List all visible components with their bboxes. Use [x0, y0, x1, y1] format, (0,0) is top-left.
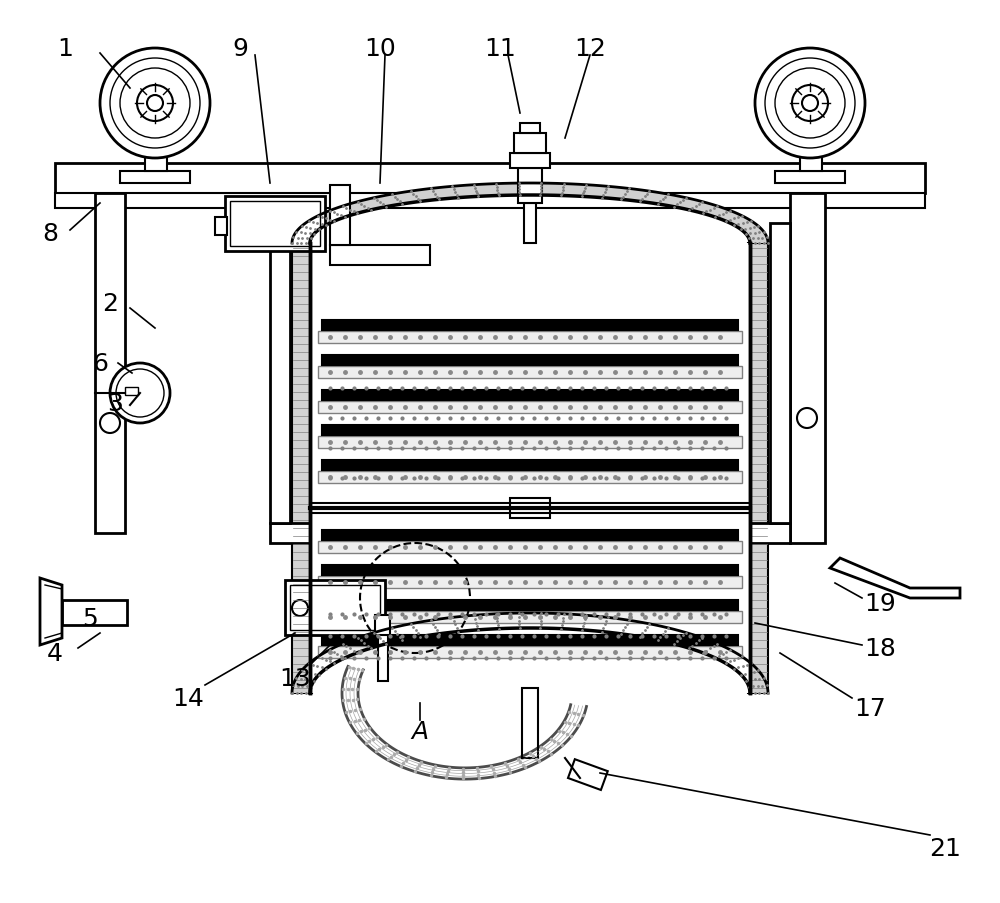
Bar: [522, 688, 538, 759]
Bar: [55, 194, 925, 209]
Text: 17: 17: [854, 696, 886, 721]
Bar: [378, 631, 388, 681]
Bar: [318, 402, 742, 414]
Bar: [320, 473, 740, 483]
Circle shape: [755, 49, 865, 159]
Circle shape: [802, 96, 818, 112]
Bar: [322, 356, 738, 366]
Bar: [120, 172, 190, 184]
Text: 14: 14: [172, 686, 204, 711]
Bar: [310, 244, 750, 694]
Bar: [290, 585, 380, 630]
Bar: [230, 201, 320, 247]
Bar: [322, 321, 738, 330]
Circle shape: [797, 408, 817, 429]
Bar: [318, 436, 742, 449]
Text: 4: 4: [47, 641, 63, 666]
Text: 12: 12: [574, 37, 606, 61]
Text: 13: 13: [279, 666, 311, 690]
Bar: [125, 387, 138, 396]
Bar: [270, 524, 310, 544]
Text: 2: 2: [102, 292, 118, 316]
Bar: [375, 615, 390, 636]
Bar: [55, 163, 925, 194]
Text: 1: 1: [57, 37, 73, 61]
Bar: [318, 576, 742, 589]
Bar: [285, 581, 385, 636]
Bar: [800, 157, 822, 172]
Bar: [325, 600, 735, 609]
Bar: [320, 414, 740, 424]
Bar: [318, 331, 742, 344]
Bar: [318, 542, 742, 554]
Text: A: A: [411, 719, 429, 743]
Bar: [520, 124, 540, 134]
Bar: [320, 384, 740, 394]
Polygon shape: [40, 578, 62, 646]
Bar: [325, 434, 735, 442]
Bar: [322, 530, 738, 540]
Bar: [270, 224, 290, 524]
Text: 18: 18: [864, 637, 896, 660]
Bar: [790, 194, 825, 544]
Bar: [215, 218, 227, 236]
Bar: [322, 636, 738, 646]
Text: 3: 3: [107, 392, 123, 415]
Bar: [325, 405, 735, 413]
Bar: [330, 186, 350, 246]
Bar: [292, 244, 312, 694]
Bar: [325, 464, 735, 472]
Circle shape: [147, 96, 163, 112]
Polygon shape: [830, 558, 960, 599]
Bar: [748, 244, 768, 694]
Bar: [325, 622, 735, 630]
Polygon shape: [292, 184, 768, 244]
Bar: [518, 169, 542, 204]
Bar: [514, 134, 546, 154]
Circle shape: [292, 600, 308, 617]
Text: 21: 21: [929, 836, 961, 860]
Bar: [320, 631, 740, 641]
Bar: [325, 375, 735, 383]
Bar: [318, 367, 742, 378]
Bar: [322, 461, 738, 470]
Circle shape: [110, 364, 170, 424]
Text: 5: 5: [82, 606, 98, 630]
Bar: [322, 600, 738, 610]
Bar: [510, 154, 550, 169]
Bar: [145, 157, 167, 172]
Bar: [568, 759, 608, 790]
Bar: [510, 498, 550, 518]
Bar: [322, 425, 738, 435]
Bar: [770, 224, 790, 524]
Bar: [318, 611, 742, 623]
Bar: [320, 653, 740, 664]
Bar: [62, 600, 127, 625]
Bar: [750, 524, 790, 544]
Text: 11: 11: [484, 37, 516, 61]
Bar: [524, 204, 536, 244]
Text: 8: 8: [42, 222, 58, 246]
Bar: [318, 471, 742, 483]
Bar: [322, 565, 738, 575]
Text: 10: 10: [364, 37, 396, 61]
Circle shape: [100, 414, 120, 433]
Bar: [775, 172, 845, 184]
Bar: [95, 194, 125, 534]
Bar: [325, 644, 735, 652]
Bar: [225, 197, 325, 252]
Bar: [320, 443, 740, 453]
Bar: [318, 647, 742, 658]
Circle shape: [100, 49, 210, 159]
Text: 6: 6: [92, 351, 108, 376]
Bar: [330, 246, 430, 265]
Bar: [320, 610, 740, 619]
Polygon shape: [292, 613, 768, 694]
Text: 19: 19: [864, 591, 896, 615]
Bar: [322, 391, 738, 401]
Text: 9: 9: [232, 37, 248, 61]
